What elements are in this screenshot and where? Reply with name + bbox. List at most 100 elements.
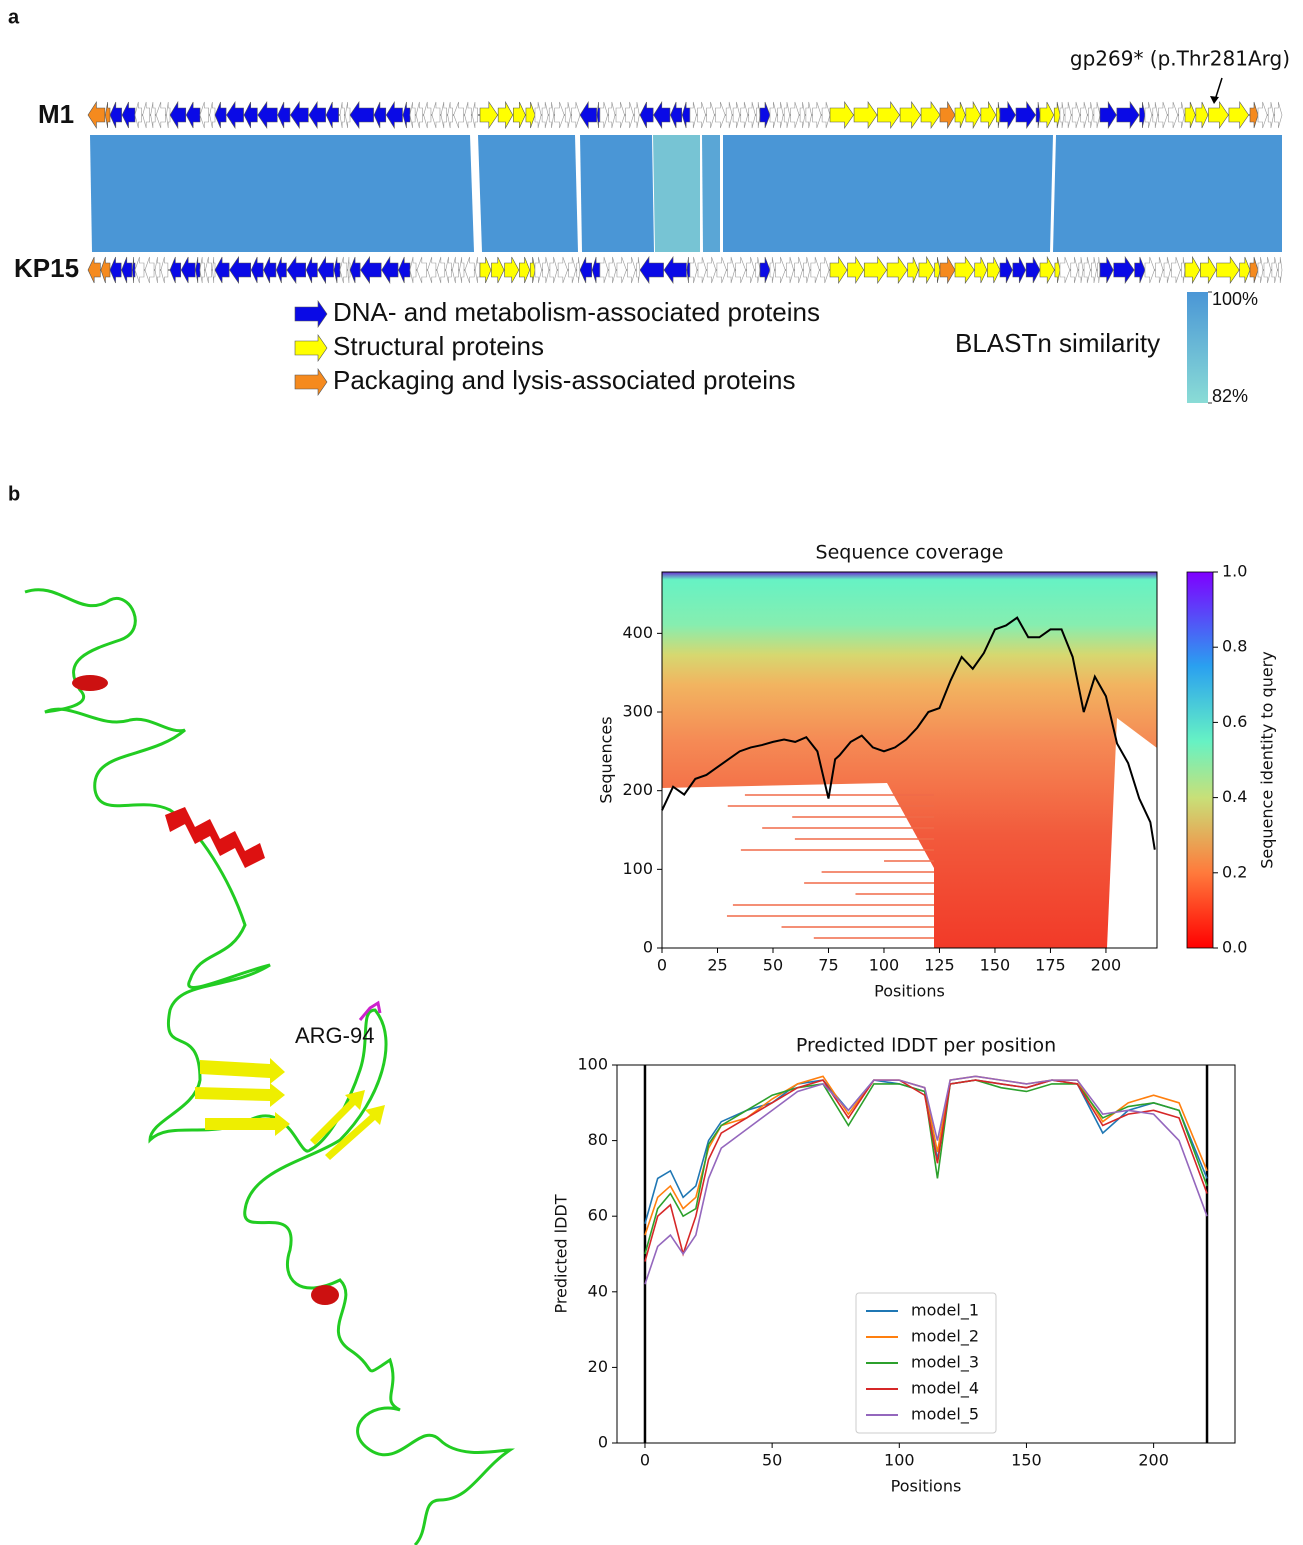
gene-arrow bbox=[1195, 101, 1209, 129]
residue-label: ARG-94 bbox=[295, 1023, 374, 1048]
gene-arrow bbox=[1249, 256, 1259, 284]
gene-arrow bbox=[1080, 101, 1088, 129]
x-axis-label: Positions bbox=[891, 1477, 962, 1496]
legend-label: DNA- and metabolism-associated proteins bbox=[333, 297, 820, 327]
gene-arrow bbox=[663, 256, 687, 284]
x-axis-label: Positions bbox=[874, 982, 945, 1001]
gene-arrow bbox=[479, 101, 499, 129]
gene-arrow bbox=[706, 101, 715, 129]
gene-arrow bbox=[504, 256, 520, 284]
gene-arrow bbox=[799, 101, 806, 129]
gene-arrow bbox=[1208, 101, 1229, 129]
gene-arrow bbox=[416, 256, 427, 284]
gene-arrow bbox=[790, 101, 800, 129]
y-tick-label: 80 bbox=[588, 1130, 608, 1149]
gene-arrow bbox=[1249, 101, 1259, 129]
gene-arrow bbox=[783, 101, 790, 129]
gene-arrow bbox=[109, 101, 122, 129]
chart-title: Predicted lDDT per position bbox=[796, 1035, 1056, 1057]
gene-arrow bbox=[564, 101, 571, 129]
gene-arrow bbox=[381, 255, 399, 285]
gene-arrow bbox=[160, 256, 169, 284]
gene-arrow bbox=[542, 256, 550, 284]
legend-label: model_3 bbox=[911, 1353, 979, 1373]
colorbar-tick-label: 0.4 bbox=[1222, 787, 1247, 806]
similarity-title: BLASTn similarity bbox=[955, 328, 1160, 358]
gene-arrow bbox=[440, 101, 447, 129]
gene-arrow bbox=[805, 101, 812, 129]
gene-arrow bbox=[1139, 101, 1146, 129]
gene-arrow bbox=[349, 256, 361, 284]
gene-arrow bbox=[339, 256, 348, 284]
gene-arrow bbox=[464, 101, 472, 129]
gene-arrow bbox=[199, 101, 209, 129]
gene-arrow bbox=[775, 256, 786, 284]
gene-arrow bbox=[1071, 101, 1081, 129]
gene-arrow bbox=[452, 256, 459, 284]
gene-arrow bbox=[579, 100, 597, 130]
gene-arrow bbox=[1274, 101, 1283, 129]
gene-arrow bbox=[1158, 101, 1168, 129]
colorbar-label: 100% bbox=[1212, 289, 1258, 309]
gene-arrow bbox=[347, 256, 351, 284]
gene-arrow bbox=[349, 101, 374, 129]
panel-label: b bbox=[8, 483, 20, 505]
x-tick-label: 150 bbox=[980, 956, 1011, 975]
gene-arrow bbox=[427, 256, 437, 284]
gene-arrow bbox=[109, 256, 122, 284]
gene-arrow bbox=[134, 101, 142, 129]
gene-arrow bbox=[474, 256, 481, 284]
gene-arrow bbox=[934, 256, 941, 284]
legend-label: Structural proteins bbox=[333, 331, 544, 361]
gene-arrow bbox=[229, 256, 252, 284]
plot-frame bbox=[616, 1064, 1236, 1444]
y-tick-label: 200 bbox=[622, 780, 653, 799]
gene-arrow bbox=[554, 101, 565, 129]
gene-arrow bbox=[497, 100, 514, 130]
gene-arrow bbox=[920, 101, 941, 129]
gene-arrow bbox=[965, 100, 981, 130]
gene-arrow bbox=[1271, 256, 1278, 284]
gene-arrow bbox=[290, 101, 309, 129]
heatmap-blank bbox=[1107, 718, 1157, 948]
gene-arrow bbox=[1113, 256, 1135, 284]
gene-arrow bbox=[1181, 256, 1186, 284]
gene-arrow bbox=[1015, 101, 1036, 129]
gene-arrow bbox=[1039, 101, 1055, 129]
gene-arrow bbox=[821, 101, 831, 129]
gene-arrow bbox=[214, 256, 230, 284]
gene-arrow bbox=[1099, 256, 1114, 284]
y-tick-label: 60 bbox=[588, 1206, 608, 1225]
gene-arrow bbox=[464, 256, 475, 284]
gene-arrow bbox=[810, 256, 820, 284]
gene-arrow bbox=[732, 101, 741, 129]
gene-arrow bbox=[519, 256, 531, 284]
gene-arrow bbox=[877, 101, 900, 129]
gene-arrow bbox=[142, 101, 150, 129]
gene-arrow bbox=[1134, 256, 1146, 284]
gene-arrow bbox=[794, 256, 803, 284]
gene-arrow bbox=[1200, 255, 1217, 285]
gene-arrow bbox=[154, 256, 161, 284]
gene-arrow bbox=[1152, 101, 1158, 129]
x-tick-label: 0 bbox=[657, 956, 667, 975]
gene-arrow bbox=[1155, 256, 1164, 284]
gene-arrow bbox=[415, 101, 423, 129]
gene-arrow bbox=[639, 256, 664, 284]
gene-arrow bbox=[155, 101, 166, 129]
gene-arrow bbox=[636, 256, 641, 284]
gene-arrow bbox=[568, 256, 577, 284]
gene-arrow bbox=[829, 101, 854, 129]
gene-arrow bbox=[735, 256, 746, 284]
gene-arrow bbox=[954, 101, 966, 129]
gene-arrow bbox=[579, 256, 592, 284]
gene-arrow bbox=[534, 101, 542, 129]
y-tick-label: 100 bbox=[577, 1055, 608, 1074]
gene-arrow bbox=[1267, 101, 1274, 129]
gene-arrow bbox=[571, 101, 581, 129]
gene-arrow bbox=[725, 101, 733, 129]
gene-arrow bbox=[1144, 256, 1155, 284]
gene-arrow bbox=[453, 101, 464, 129]
legend-label: model_5 bbox=[911, 1405, 979, 1425]
gene-arrow bbox=[716, 256, 727, 284]
